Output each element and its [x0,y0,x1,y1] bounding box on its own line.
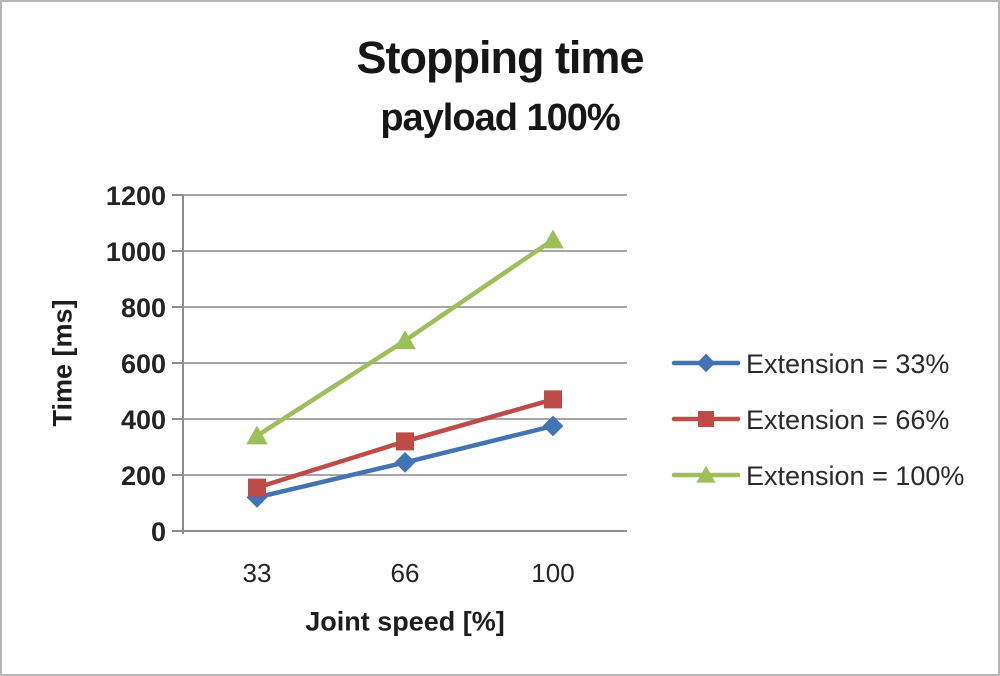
y-tick-label: 600 [121,349,166,379]
legend-0-diamond-marker [696,353,716,373]
series-2-triangle-marker [246,425,268,445]
x-axis-title: Joint speed [%] [305,606,505,637]
legend-label: Extension = 33% [746,349,949,379]
chart-title: Stopping time [356,32,645,83]
series-0-diamond-marker [394,452,416,473]
y-tick-label: 800 [121,293,166,323]
legend-2-triangle-marker [696,465,716,483]
y-tick-label: 1200 [106,181,166,211]
x-tick-label: 66 [391,558,420,588]
series-1-square-marker [396,432,414,451]
series-1-square-marker [248,478,266,497]
series-1-square-marker [544,390,562,409]
chart-subtitle: payload 100% [380,97,620,139]
legend-label: Extension = 66% [746,405,949,435]
y-tick-label: 0 [151,517,166,547]
y-tick-label: 1000 [106,237,166,267]
series-2-triangle-marker [542,229,564,249]
series-0-diamond-marker [542,415,564,437]
series-2-triangle-marker [394,330,416,350]
x-tick-label: 100 [531,558,574,588]
legend-label: Extension = 100% [746,461,964,491]
x-tick-label: 33 [243,558,272,588]
legend-1-square-marker [698,411,714,427]
y-tick-label: 200 [121,461,166,491]
y-tick-label: 400 [121,405,166,435]
